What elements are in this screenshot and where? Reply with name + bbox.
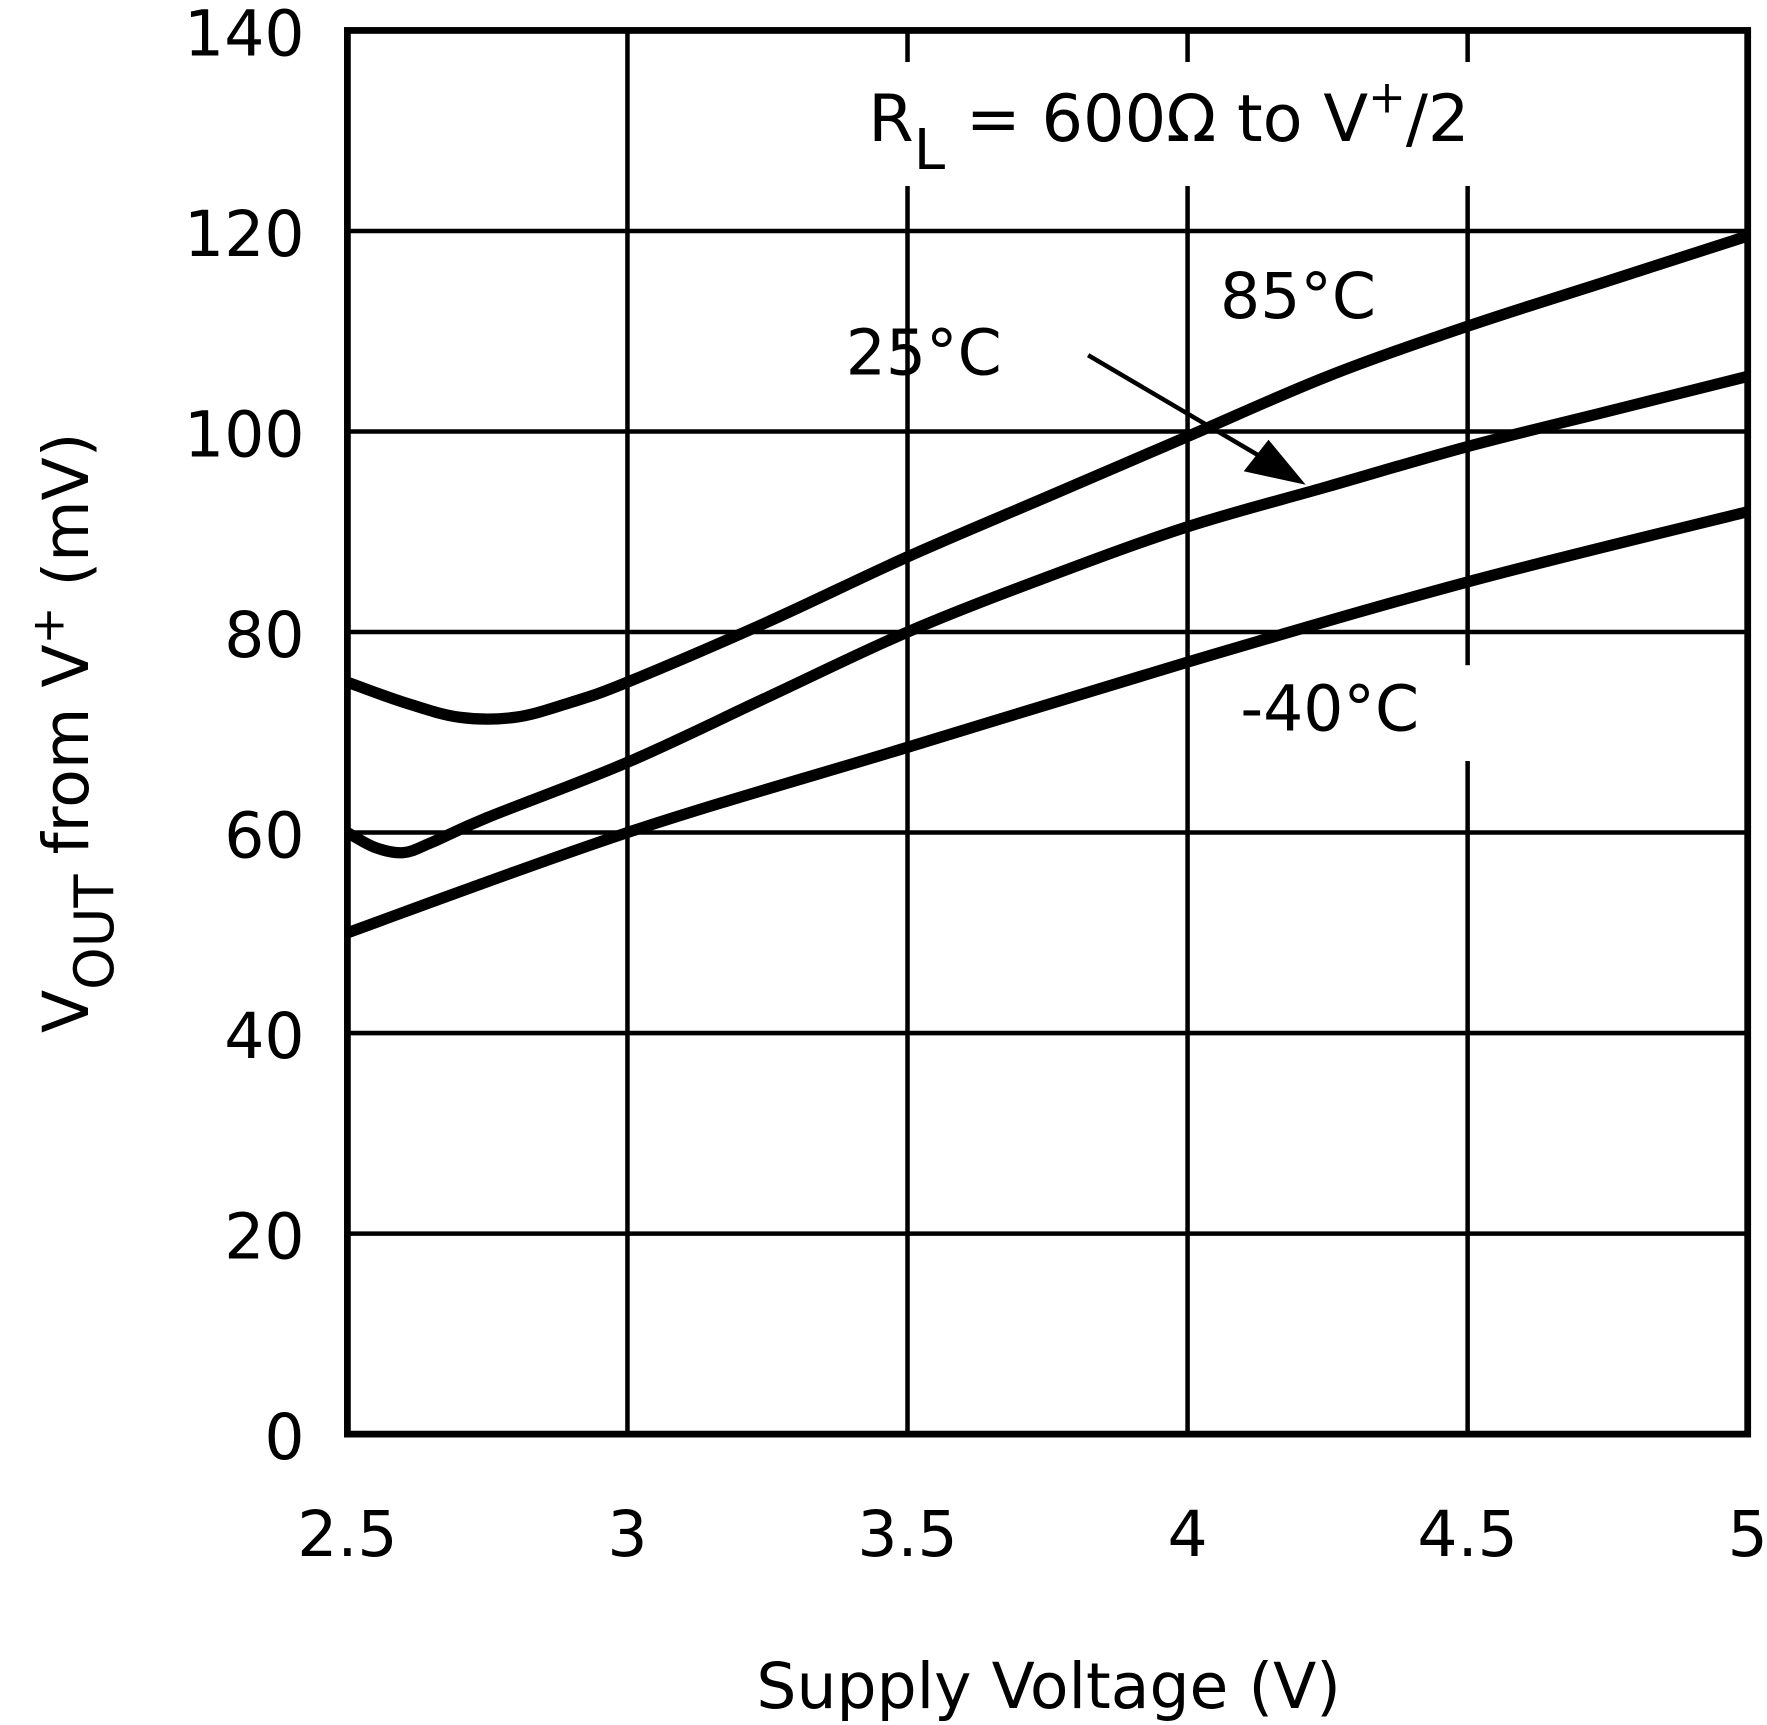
plot-frame — [344, 27, 1752, 1438]
series-label-85c: 85°C — [1220, 259, 1376, 333]
y-tick-label: 120 — [184, 197, 305, 271]
x-tick-label: 4.5 — [1417, 1497, 1517, 1571]
series-label-minus40c: -40°C — [1240, 672, 1419, 746]
x-tick-label: 2.5 — [297, 1497, 397, 1571]
y-tick-label: 20 — [224, 1199, 304, 1273]
x-axis-label: Supply Voltage (V) — [756, 1649, 1340, 1723]
annotation-arrow — [1086, 353, 1287, 474]
y-tick-label: 0 — [264, 1400, 304, 1474]
y-axis-label: VOUT from V+ (mV) — [21, 433, 126, 1033]
y-tick-label: 140 — [184, 0, 305, 70]
y-tick-label: 60 — [224, 798, 304, 872]
y-tick-label: 100 — [184, 397, 305, 471]
x-tick-label: 5 — [1728, 1497, 1767, 1571]
y-tick-label: 40 — [224, 999, 304, 1073]
grid — [345, 28, 1750, 1437]
annotation: RL = 600Ω to V+/2 — [868, 71, 1469, 183]
x-tick-label: 3.5 — [857, 1497, 957, 1571]
series-line-2 — [345, 506, 1750, 939]
series-label-25c: 25°C — [846, 315, 1002, 389]
series-line-0 — [345, 230, 1750, 725]
series-line-1 — [344, 370, 1750, 859]
y-tick-label: 80 — [224, 598, 304, 672]
x-tick-label: 4 — [1167, 1497, 1207, 1571]
x-tick-label: 3 — [607, 1497, 647, 1571]
arrowhead-icon — [1243, 439, 1306, 485]
